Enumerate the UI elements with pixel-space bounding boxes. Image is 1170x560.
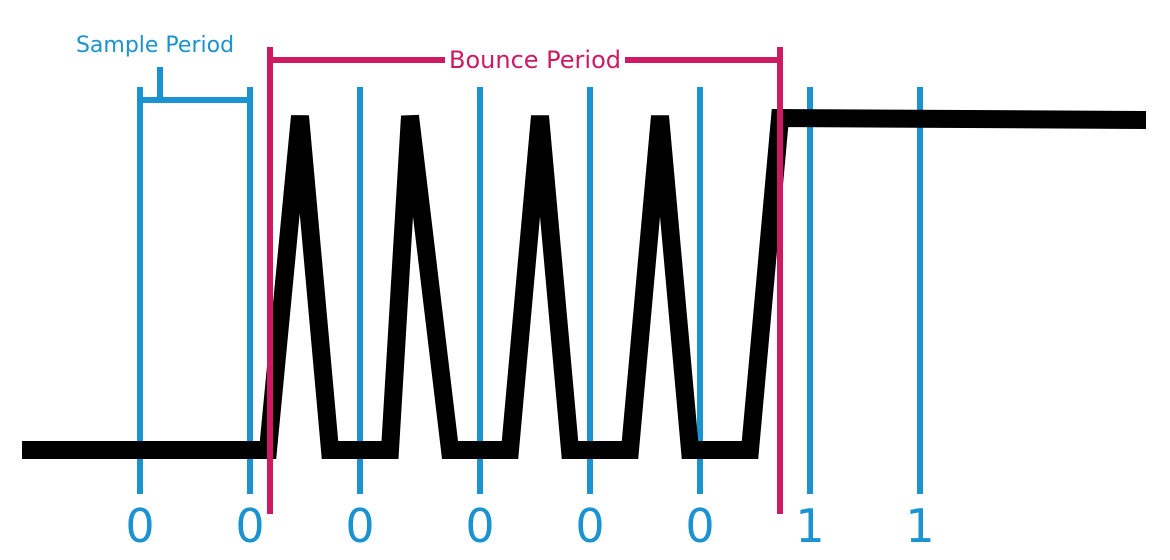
sample-value: 0 [125,499,154,553]
sample-value: 0 [345,499,374,553]
sample-value: 1 [795,499,824,553]
bounce-period-bracket [267,47,783,514]
sample-value: 0 [465,499,494,553]
bouncing-signal-waveform [22,108,1147,459]
sample-period-bracket [140,67,250,103]
sample-values: 0 0 0 0 0 0 1 1 [125,499,934,553]
sample-period-label: Sample Period [76,33,234,58]
sample-lines [137,87,923,494]
bounce-period-label: Bounce Period [449,46,621,74]
sample-value: 0 [685,499,714,553]
sample-value: 0 [575,499,604,553]
sample-value: 1 [905,499,934,553]
sample-value: 0 [235,499,264,553]
